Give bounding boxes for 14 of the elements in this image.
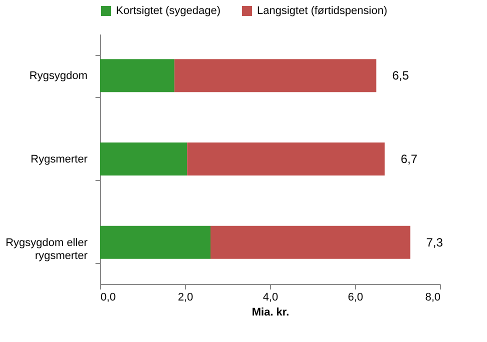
legend-label: Kortsigtet (sygedage): [116, 5, 221, 17]
total-label: 6,5: [392, 68, 410, 83]
x-tick-label: 4,0: [262, 292, 278, 304]
x-tick-label: 2,0: [178, 292, 194, 304]
total-label: 7,3: [426, 235, 444, 250]
y-tick-label: Rygsmerter: [30, 154, 88, 166]
y-tick-label: Rygsygdom eller rygsmerter: [6, 236, 88, 262]
x-tick-label: 6,0: [348, 292, 364, 304]
x-tick-label: 0,0: [100, 292, 116, 304]
y-tick-label: Rygsygdom: [29, 70, 88, 82]
x-tick-label: 8,0: [425, 292, 440, 304]
x-axis-title: Mia. kr.: [252, 306, 290, 318]
total-label: 6,7: [400, 152, 418, 166]
legend-label: Langsigtet (førtidspension): [257, 5, 388, 17]
